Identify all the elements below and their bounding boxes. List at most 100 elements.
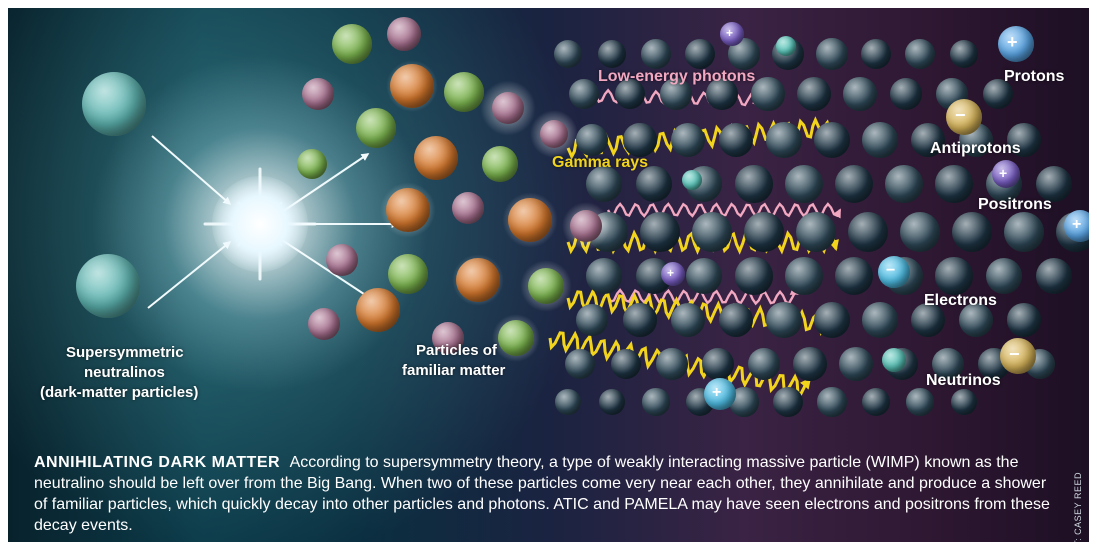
bg-sphere-1-7 xyxy=(890,78,922,110)
bg-sphere-4-8 xyxy=(1004,212,1044,252)
label-electrons: Electrons xyxy=(924,292,997,310)
bg-sphere-3-5 xyxy=(835,165,873,203)
bg-sphere-8-6 xyxy=(817,387,846,416)
familiar-particle-0 xyxy=(332,24,372,64)
product-positron-bg-2-badge: + xyxy=(667,266,674,280)
familiar-particle-7 xyxy=(297,149,327,179)
label-familiar_l1: Particles of xyxy=(416,342,497,359)
neutralino-1 xyxy=(76,254,140,318)
bg-sphere-6-9 xyxy=(1007,303,1040,336)
familiar-particle-4 xyxy=(444,72,484,112)
label-antiprotons: Antiprotons xyxy=(930,140,1021,158)
bg-sphere-6-1 xyxy=(623,303,656,336)
familiar-particle-12 xyxy=(452,192,484,224)
bg-sphere-3-6 xyxy=(885,165,923,203)
label-low_energy_photons: Low-energy photons xyxy=(598,68,755,86)
familiar-particle-20 xyxy=(308,308,340,340)
familiar-particle-6 xyxy=(492,92,524,124)
bg-sphere-5-7 xyxy=(935,257,972,294)
familiar-particle-1 xyxy=(387,17,421,51)
familiar-particle-5 xyxy=(356,108,396,148)
bg-sphere-3-3 xyxy=(735,165,772,202)
bg-sphere-0-0 xyxy=(554,40,582,68)
bg-sphere-7-3 xyxy=(702,348,734,380)
familiar-particle-19 xyxy=(356,288,400,332)
product-neutrino-bg-1 xyxy=(776,36,796,56)
bg-sphere-7-5 xyxy=(793,347,827,381)
familiar-particle-17 xyxy=(456,258,500,302)
familiar-particle-10 xyxy=(540,120,568,148)
bg-sphere-6-4 xyxy=(766,302,801,337)
familiar-particle-11 xyxy=(386,188,430,232)
bg-sphere-4-5 xyxy=(848,212,888,252)
bg-sphere-0-6 xyxy=(816,38,847,69)
bg-sphere-0-8 xyxy=(905,39,935,69)
product-neutrino-bg-2 xyxy=(682,170,702,190)
bg-sphere-2-5 xyxy=(814,122,850,158)
bg-sphere-4-7 xyxy=(952,212,992,252)
flash-spikes xyxy=(205,169,315,279)
bg-sphere-0-2 xyxy=(641,39,671,69)
product-antiproton-badge: − xyxy=(955,105,966,126)
bg-sphere-4-4 xyxy=(796,212,836,252)
arrow-4 xyxy=(282,240,370,298)
product-edge-proton-badge: + xyxy=(1072,216,1081,234)
image-credit: S&T: CASEY REED xyxy=(1073,472,1083,550)
bg-sphere-2-1 xyxy=(623,123,656,156)
bg-sphere-4-2 xyxy=(692,212,732,252)
bg-sphere-4-1 xyxy=(640,212,680,252)
label-positrons: Positrons xyxy=(978,196,1052,214)
bg-sphere-1-0 xyxy=(569,79,599,109)
bg-sphere-7-2 xyxy=(656,348,687,379)
bg-sphere-5-5 xyxy=(835,257,873,295)
familiar-particle-8 xyxy=(414,136,458,180)
familiar-particle-15 xyxy=(326,244,358,276)
product-electron-bg-badge: + xyxy=(712,384,721,402)
bg-sphere-7-0 xyxy=(565,349,595,379)
bg-sphere-1-6 xyxy=(843,77,876,110)
bg-sphere-1-5 xyxy=(797,77,831,111)
bg-sphere-5-0 xyxy=(586,258,622,294)
label-neutralinos_l2: neutralinos xyxy=(84,364,165,381)
familiar-particle-16 xyxy=(388,254,428,294)
product-antiproton-bg-badge: − xyxy=(1009,344,1020,365)
familiar-particle-3 xyxy=(302,78,334,110)
label-neutrinos: Neutrinos xyxy=(926,372,1001,390)
bg-sphere-4-3 xyxy=(744,212,784,252)
bg-sphere-4-6 xyxy=(900,212,940,252)
product-positron-bg-1-badge: + xyxy=(726,26,733,40)
bg-sphere-6-5 xyxy=(814,302,850,338)
bg-sphere-6-2 xyxy=(671,303,705,337)
familiar-particle-13 xyxy=(508,198,552,242)
bg-sphere-8-5 xyxy=(773,387,803,417)
familiar-particle-18 xyxy=(528,268,564,304)
bg-sphere-5-9 xyxy=(1036,258,1072,294)
bg-sphere-7-6 xyxy=(839,347,873,381)
familiar-particle-14 xyxy=(570,210,602,242)
bg-sphere-8-0 xyxy=(555,389,581,415)
familiar-particle-2 xyxy=(390,64,434,108)
bg-sphere-8-2 xyxy=(642,388,669,415)
caption-title: ANNIHILATING DARK MATTER xyxy=(34,454,280,471)
arrow-1 xyxy=(148,242,230,308)
bg-sphere-5-4 xyxy=(785,257,823,295)
neutralino-0 xyxy=(82,72,146,136)
bg-sphere-8-8 xyxy=(906,388,933,415)
bg-sphere-5-3 xyxy=(735,257,772,294)
label-neutralinos_l3: (dark-matter particles) xyxy=(40,384,198,401)
label-protons: Protons xyxy=(1004,68,1064,86)
caption-block: ANNIHILATING DARK MATTER According to su… xyxy=(34,452,1063,536)
product-positron-badge: + xyxy=(999,165,1007,181)
bg-sphere-8-7 xyxy=(862,388,890,416)
bg-sphere-2-6 xyxy=(862,122,897,157)
bg-sphere-3-7 xyxy=(935,165,972,202)
arrow-0 xyxy=(152,136,230,204)
bg-sphere-1-4 xyxy=(751,77,784,110)
bg-sphere-2-2 xyxy=(671,123,705,157)
familiar-particle-9 xyxy=(482,146,518,182)
product-neutrino xyxy=(882,348,906,372)
product-proton-badge: + xyxy=(1007,32,1018,53)
label-familiar_l2: familiar matter xyxy=(402,362,505,379)
label-neutralinos_l1: Supersymmetric xyxy=(66,344,184,361)
bg-sphere-2-4 xyxy=(766,122,801,157)
